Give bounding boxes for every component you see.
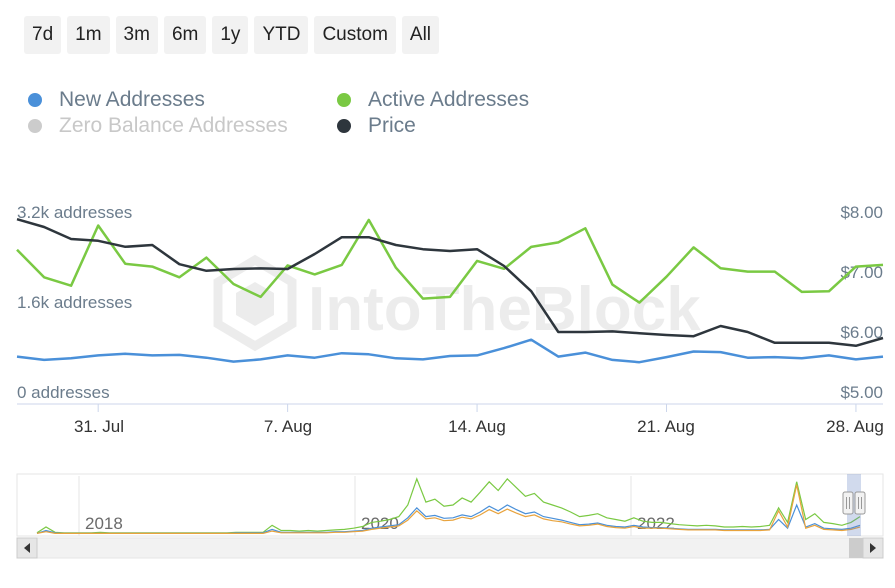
x-tick-label: 14. Aug (448, 417, 506, 436)
y-right-tick-label: $6.00 (840, 323, 883, 342)
navigator-line-price (36, 484, 861, 535)
series-line-active-addresses[interactable] (16, 218, 884, 304)
range-6m-button[interactable]: 6m (163, 16, 207, 54)
legend-label: Price (368, 114, 416, 137)
y-left-tick-label: 1.6k addresses (17, 293, 132, 312)
range-1m-button[interactable]: 1m (67, 16, 110, 54)
scrollbar[interactable] (16, 537, 884, 559)
y-left-tick-label: 3.2k addresses (17, 203, 132, 222)
navigator-series (36, 477, 861, 535)
legend-item-new-addresses[interactable]: New Addresses (28, 88, 205, 112)
range-7d-button[interactable]: 7d (24, 16, 62, 54)
legend-dot-icon (337, 93, 351, 107)
x-axis-ticks (97, 404, 857, 412)
scroll-left-arrow-icon (24, 543, 30, 553)
scrollbar-thumb[interactable] (849, 538, 863, 558)
range-3m-button[interactable]: 3m (115, 16, 158, 54)
navigator-line-active-addresses (36, 477, 861, 534)
legend-item-price[interactable]: Price (337, 114, 416, 138)
legend-label: New Addresses (59, 88, 205, 111)
series-line-new-addresses[interactable] (16, 338, 884, 364)
range-1y-button[interactable]: 1y (212, 16, 249, 54)
legend-dot-icon (28, 119, 42, 133)
series-line-price[interactable] (16, 217, 884, 348)
navigator-selected-range[interactable] (847, 474, 861, 536)
scroll-right-arrow-icon (870, 543, 876, 553)
x-tick-label: 21. Aug (637, 417, 695, 436)
y-left-tick-label: 0 addresses (17, 383, 110, 402)
legend-dot-icon (28, 93, 42, 107)
legend-label: Active Addresses (368, 88, 530, 111)
navigator-year-label: 2018 (85, 514, 123, 533)
series-layer (16, 217, 884, 364)
chart-legend: New Addresses Active Addresses Zero Bala… (28, 86, 648, 146)
legend-dot-icon (337, 119, 351, 133)
range-custom-button[interactable]: Custom (314, 16, 396, 54)
range-selector: 7d 1m 3m 6m 1y YTD Custom All (24, 16, 440, 54)
y-right-tick-label: $5.00 (840, 383, 883, 402)
legend-label: Zero Balance Addresses (59, 114, 288, 137)
range-all-button[interactable]: All (401, 16, 440, 54)
legend-item-active-addresses[interactable]: Active Addresses (337, 88, 529, 112)
legend-item-zero-balance-addresses[interactable]: Zero Balance Addresses (28, 114, 288, 138)
navigator-handle-icon[interactable] (854, 491, 866, 515)
range-ytd-button[interactable]: YTD (254, 16, 309, 54)
y-right-tick-label: $8.00 (840, 203, 883, 222)
y-right-tick-label: $7.00 (840, 263, 883, 282)
x-tick-label: 28. Aug (826, 417, 884, 436)
x-tick-label: 31. Jul (74, 417, 124, 436)
scrollbar-track[interactable] (16, 537, 884, 559)
navigator-handle-icon[interactable] (842, 491, 854, 515)
navigator[interactable]: 2018 2020 2022 (16, 473, 884, 537)
x-tick-label: 7. Aug (264, 417, 312, 436)
